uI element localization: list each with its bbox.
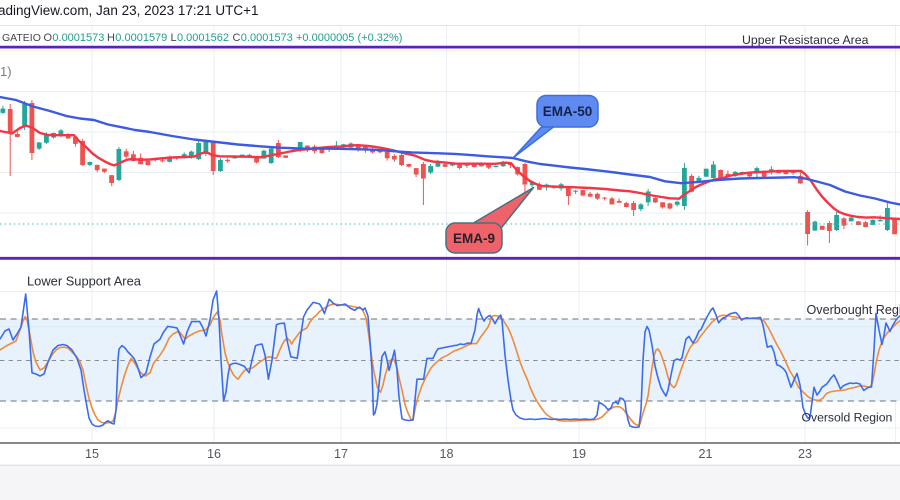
svg-text:0.0001573: 0.0001573 xyxy=(52,32,104,44)
svg-text:15: 15 xyxy=(85,447,99,461)
svg-text:L: L xyxy=(171,32,177,44)
svg-text:23: 23 xyxy=(798,447,812,461)
svg-text:Upper Resistance Area: Upper Resistance Area xyxy=(742,33,869,47)
svg-text:Oversold Region: Oversold Region xyxy=(802,411,893,425)
svg-text:0.0001579: 0.0001579 xyxy=(115,32,167,44)
svg-text:Lower Support Area: Lower Support Area xyxy=(27,274,142,289)
svg-text:GATEIO: GATEIO xyxy=(2,32,41,44)
svg-text:EMA-9: EMA-9 xyxy=(453,231,495,246)
svg-text:0.0001573: 0.0001573 xyxy=(241,32,293,44)
svg-text:EMA-50: EMA-50 xyxy=(543,104,593,119)
svg-text:16: 16 xyxy=(207,447,221,461)
svg-text:H: H xyxy=(107,32,115,44)
svg-text:O: O xyxy=(44,32,53,44)
svg-text:Overbought Region: Overbought Region xyxy=(807,303,900,317)
svg-text:adingView.com, Jan 23, 2023 17: adingView.com, Jan 23, 2023 17:21 UTC+1 xyxy=(0,3,259,18)
svg-text:17: 17 xyxy=(334,447,348,461)
svg-text:0.0001562: 0.0001562 xyxy=(177,32,229,44)
svg-text:+0.0000005 (+0.32%): +0.0000005 (+0.32%) xyxy=(296,32,402,44)
svg-text:21: 21 xyxy=(698,447,712,461)
svg-text:C: C xyxy=(233,32,241,44)
svg-text:19: 19 xyxy=(572,447,586,461)
svg-text:1): 1) xyxy=(0,64,12,79)
svg-text:18: 18 xyxy=(439,447,453,461)
